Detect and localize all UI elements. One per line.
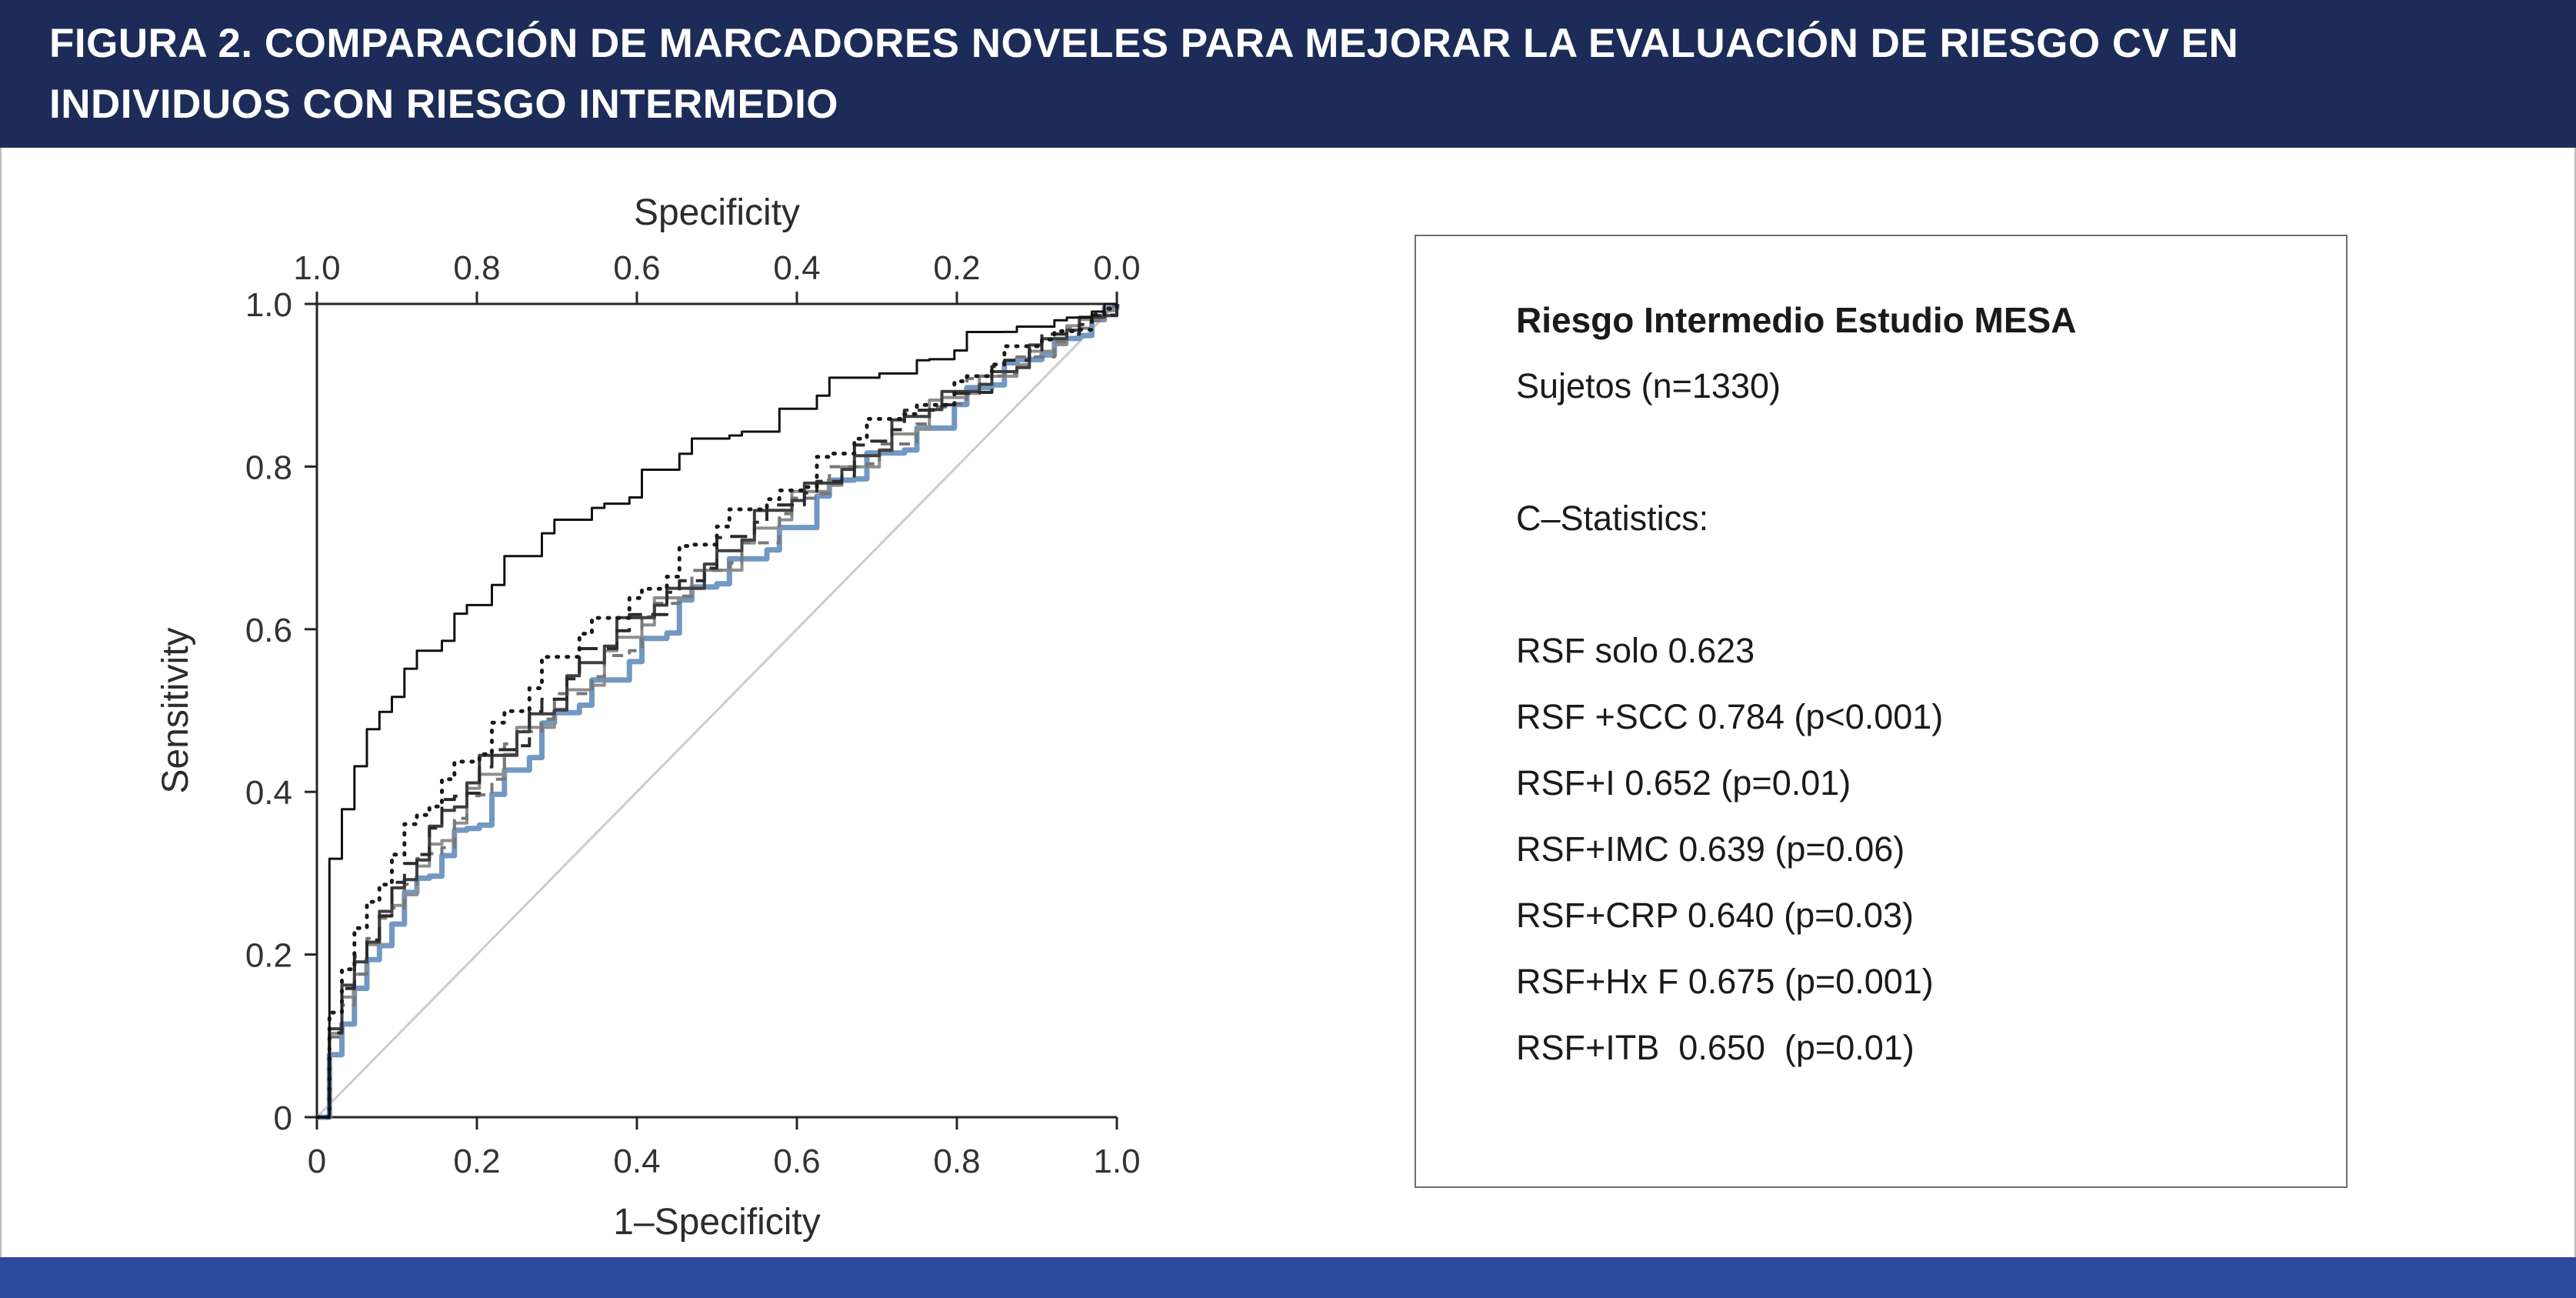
- stats-panel-spacer: [1516, 419, 2300, 485]
- roc-chart: 0 1.0 0 0.2 0.8 0.2 0.4 0.6 0.4 0.6 0.4 0.6 0.8 0.2 0.…: [155, 192, 1141, 1243]
- stat-line: RSF+ITB 0.650 (p=0.01): [1516, 1028, 1915, 1067]
- svg-text:1.0: 1.0: [245, 286, 292, 324]
- svg-text:Sensitivity: Sensitivity: [155, 627, 196, 793]
- stats-panel: Riesgo Intermedio Estudio MESA Sujetos (…: [1415, 235, 2348, 1188]
- svg-text:0.0: 0.0: [1093, 249, 1140, 287]
- svg-text:0.2: 0.2: [453, 1143, 500, 1180]
- svg-text:0: 0: [274, 1099, 292, 1137]
- svg-text:0.4: 0.4: [613, 1143, 660, 1180]
- svg-text:0.8: 0.8: [453, 249, 500, 287]
- stat-line: RSF solo 0.623: [1516, 631, 1755, 670]
- stats-panel-subtitle: Sujetos (n=1330): [1516, 366, 1781, 405]
- stats-lines-list: RSF solo 0.623 RSF +SCC 0.784 (p<0.001) RS…: [1516, 618, 2300, 1081]
- stats-panel-title: Riesgo Intermedio Estudio MESA: [1516, 300, 2077, 340]
- svg-text:0.6: 0.6: [613, 249, 660, 287]
- stats-section-label: C–Statistics:: [1516, 499, 1709, 538]
- svg-text:0.6: 0.6: [773, 1143, 820, 1180]
- svg-text:0.4: 0.4: [773, 249, 820, 287]
- svg-text:0.2: 0.2: [245, 937, 292, 975]
- svg-text:1–Specificity: 1–Specificity: [613, 1202, 820, 1243]
- stat-line: RSF+IMC 0.639 (p=0.06): [1516, 829, 1905, 869]
- stats-panel-spacer: [1516, 552, 2300, 618]
- stat-line: RSF +SCC 0.784 (p<0.001): [1516, 697, 1944, 736]
- svg-text:0.6: 0.6: [245, 612, 292, 649]
- roc-curve-rsf-i: [317, 304, 1118, 1119]
- svg-text:0.8: 0.8: [933, 1143, 980, 1180]
- svg-text:Specificity: Specificity: [634, 192, 800, 233]
- stat-line: RSF+CRP 0.640 (p=0.03): [1516, 896, 1914, 935]
- bottom-accent-bar: [0, 1257, 2576, 1298]
- roc-curve-rsf-hx-f: [315, 302, 1119, 1119]
- roc-curve-rsf-scc: [317, 302, 1117, 1119]
- svg-text:0.2: 0.2: [933, 249, 980, 287]
- figure-title-line-2: INDIVIDUOS CON RIESGO INTERMEDIO: [49, 82, 839, 127]
- figure-body: 0 1.0 0 0.2 0.8 0.2 0.4 0.6 0.4 0.6 0.4 0.6 0.8 0.2 0.…: [0, 148, 2576, 1257]
- svg-text:0: 0: [308, 1143, 326, 1180]
- svg-text:1.0: 1.0: [293, 249, 340, 287]
- figure-title-banner: FIGURA 2. COMPARACIÓN DE MARCADORES NOVE…: [0, 0, 2576, 148]
- stat-line: RSF+Hx F 0.675 (p=0.001): [1516, 962, 1934, 1001]
- svg-text:1.0: 1.0: [1093, 1143, 1140, 1180]
- svg-text:0.8: 0.8: [245, 449, 292, 486]
- stat-line: RSF+I 0.652 (p=0.01): [1516, 763, 1851, 802]
- figure-title-line-1: FIGURA 2. COMPARACIÓN DE MARCADORES NOVE…: [49, 21, 2239, 66]
- svg-text:0.4: 0.4: [245, 774, 292, 812]
